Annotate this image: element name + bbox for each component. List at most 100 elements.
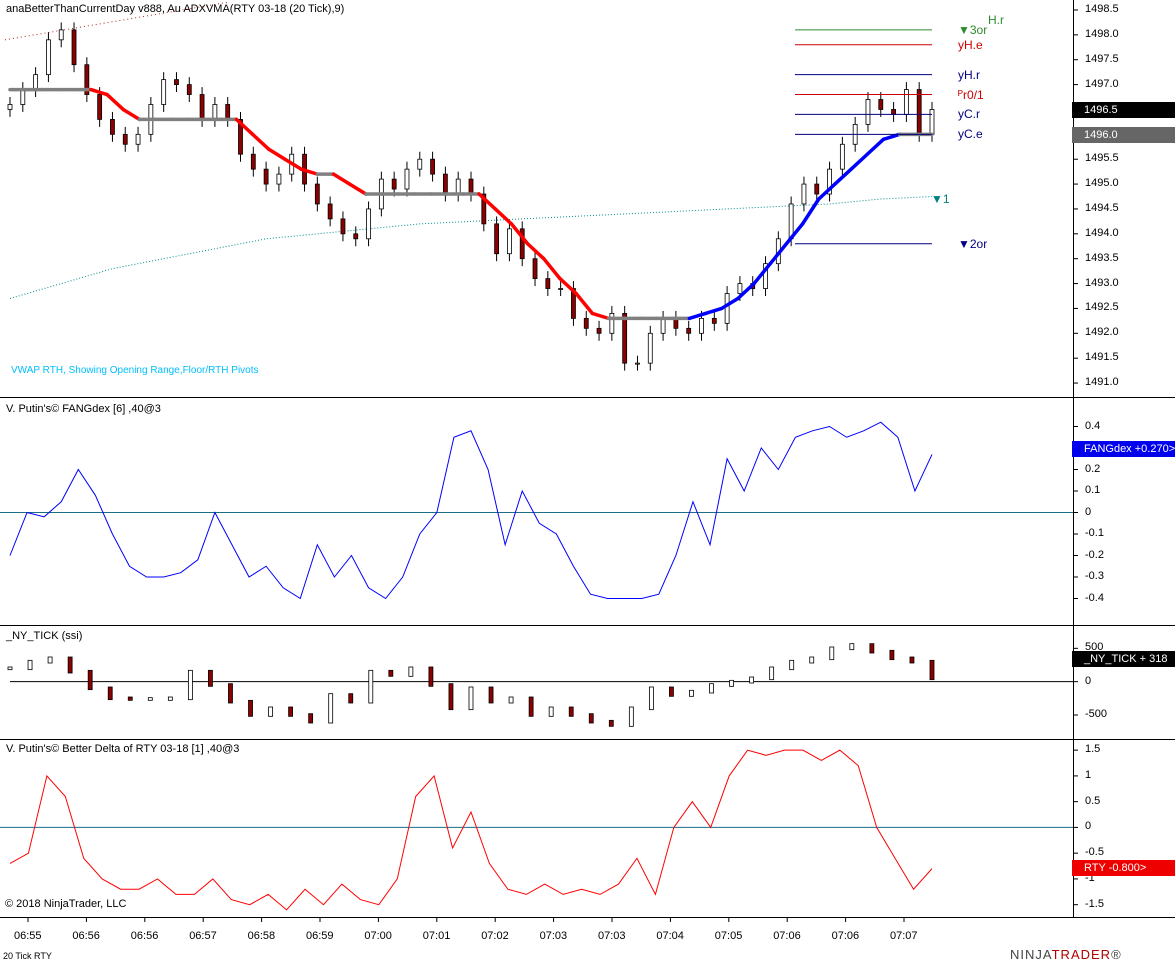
nytick-bar: [27, 659, 33, 671]
candle-body: [84, 64, 90, 95]
delta-line: [9, 749, 933, 911]
y-tick-label: 1493.5: [1085, 251, 1119, 264]
candle-body: [238, 119, 243, 155]
y-tick-label: -0.3: [1085, 570, 1104, 582]
panel-divider[interactable]: [0, 397, 1175, 398]
x-tick-label: 07:06: [773, 930, 801, 942]
x-tick-label: 06:56: [130, 930, 159, 942]
adxvma-segment: [800, 197, 821, 226]
pivot-level-label: yC.r: [958, 107, 980, 122]
nytick-bar: [608, 719, 614, 727]
y-tick-label: 1.5: [1085, 743, 1101, 756]
y-tick-label: 0.4: [1085, 419, 1101, 432]
x-tick-label: 07:00: [364, 930, 392, 942]
panel-divider[interactable]: [0, 625, 1175, 626]
candle-body: [878, 99, 884, 110]
adxvma-segment: [865, 137, 886, 156]
pivot-level-label: ᴾr0/1: [958, 87, 984, 102]
nytick-bar: [388, 669, 394, 677]
candle-body: [468, 178, 474, 195]
candle-body: [33, 74, 39, 90]
x-tick-label: 07:07: [890, 930, 918, 942]
adxvma-segment: [833, 167, 853, 186]
candle-body: [814, 183, 820, 195]
nytick-bar: [488, 686, 494, 704]
fangdex-line: [9, 421, 933, 600]
logo-prefix: NINJA: [1010, 947, 1052, 962]
candle-body: [545, 278, 551, 289]
y-tick-label: 1493.0: [1085, 276, 1119, 289]
candle-body: [609, 313, 615, 334]
adxvma-segment: [719, 296, 740, 311]
nytick-bar: [909, 656, 915, 664]
adxvma-segment: [784, 222, 805, 246]
candle-body: [135, 133, 141, 145]
adxvma-segment: [331, 172, 352, 186]
candle-body: [596, 327, 602, 334]
adxvma-segment: [558, 276, 578, 296]
candle-body: [20, 89, 26, 105]
nytick-bar: [809, 656, 815, 664]
candle-body: [46, 39, 51, 76]
nytick-bar: [328, 693, 334, 724]
x-tick-label: 06:56: [72, 930, 100, 942]
adxvma-segment: [590, 311, 611, 321]
y-tick-label: 1495.5: [1085, 152, 1119, 165]
y-tick-label: 0: [1085, 674, 1092, 687]
candle-body: [58, 29, 64, 41]
y-tick-label: 500: [1085, 641, 1104, 654]
panel-divider[interactable]: [0, 739, 1175, 740]
nytick-bar: [709, 683, 714, 694]
y-tick-label: 0.1: [1085, 484, 1101, 496]
nytick-bar: [829, 646, 835, 661]
nytick-bar: [568, 706, 574, 717]
vwap-line: [9, 196, 933, 299]
candle-body: [519, 228, 525, 260]
adxvma-segment: [881, 132, 902, 142]
candle-body: [635, 362, 640, 365]
nytick-bar: [749, 676, 755, 684]
candle-body: [686, 327, 692, 334]
nytick-bar: [47, 656, 53, 664]
nytick-bar: [789, 659, 795, 671]
nytick-bar: [548, 706, 554, 717]
y-tick-label: -1.5: [1085, 897, 1104, 910]
copyright-text: © 2018 NinjaTrader, LLC: [5, 898, 127, 910]
nytick-bar: [648, 686, 654, 711]
nytick-bar: [187, 669, 193, 701]
candle-body: [647, 332, 653, 364]
fangdex-panel-title: V. Putin's© FANGdex [6] ,40@3: [6, 403, 161, 415]
nytick-bar: [147, 697, 153, 701]
period-label: 20 Tick RTY: [3, 951, 52, 961]
adxvma-segment: [267, 147, 287, 161]
adxvma-segment: [234, 117, 255, 137]
nytick-bar: [588, 713, 594, 724]
candle-body: [250, 153, 256, 170]
candle-body: [571, 288, 576, 319]
candle-body: [122, 133, 128, 145]
y-tick-label: -0.2: [1085, 548, 1104, 561]
nytick-bar: [268, 706, 273, 717]
nytick-bar: [408, 666, 414, 677]
nytick-bar: [849, 643, 855, 651]
y-tick-label: 0.2: [1085, 462, 1101, 475]
adxvma-segment: [105, 92, 125, 112]
candle-body: [417, 158, 423, 170]
adxvma-segment: [574, 291, 595, 316]
adxvma-segment: [703, 306, 724, 316]
adxvma-segment: [768, 242, 789, 266]
pivot-level-label: ▼2or: [958, 236, 988, 251]
adxvma-segment: [89, 87, 109, 97]
candle-body: [404, 168, 410, 190]
candle-body: [366, 208, 371, 240]
logo-suffix: TRADER: [1051, 947, 1112, 962]
candle-body: [724, 293, 730, 324]
x-tick-label: 07:04: [656, 930, 684, 942]
candle-body: [212, 104, 218, 120]
pivot-level-label: H.r: [988, 12, 1004, 27]
pivot-level-label: yH.r: [958, 67, 980, 82]
nytick-bar: [368, 669, 374, 704]
adxvma-segment: [250, 132, 271, 152]
candle-body: [865, 99, 871, 125]
